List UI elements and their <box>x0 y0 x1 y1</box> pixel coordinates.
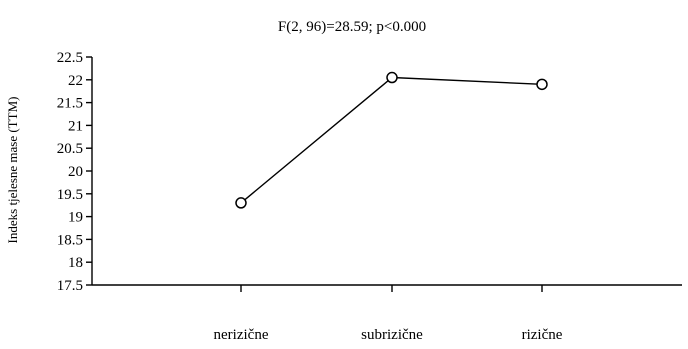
x-tick-label: subrizične <box>361 327 423 343</box>
y-tick-label: 19 <box>68 210 83 226</box>
y-tick-label: 20.5 <box>57 141 83 157</box>
y-tick-label: 18 <box>68 255 83 271</box>
y-tick-label: 18.5 <box>57 232 83 248</box>
y-tick-label: 22 <box>68 73 83 89</box>
y-axis-label: Indeks tjelesne mase (TTM) <box>5 97 20 244</box>
y-axis-ticks: 22.5 22 21.5 21 20.5 20 19.5 19 18.5 18 17.5 <box>57 50 92 294</box>
chart-title: F(2, 96)=28.59; p<0.000 <box>278 19 426 35</box>
data-point-rizične <box>536 78 548 91</box>
axes <box>91 57 682 286</box>
series-line <box>240 76 543 204</box>
data-point-subrizične <box>386 71 398 84</box>
y-tick-label: 22.5 <box>57 50 83 66</box>
y-tick-label: 21.5 <box>57 96 83 112</box>
y-tick-label: 20 <box>68 164 83 180</box>
x-tick-label: nerizične <box>214 327 269 343</box>
x-tick-label: rizične <box>522 327 563 343</box>
y-tick-label: 19.5 <box>57 187 83 203</box>
y-tick-label: 21 <box>68 118 83 134</box>
series-group <box>235 71 548 209</box>
data-point-nerizične <box>235 197 247 209</box>
x-axis-ticks: nerizične subrizične rizične <box>214 285 563 343</box>
y-tick-label: 17.5 <box>57 278 83 294</box>
